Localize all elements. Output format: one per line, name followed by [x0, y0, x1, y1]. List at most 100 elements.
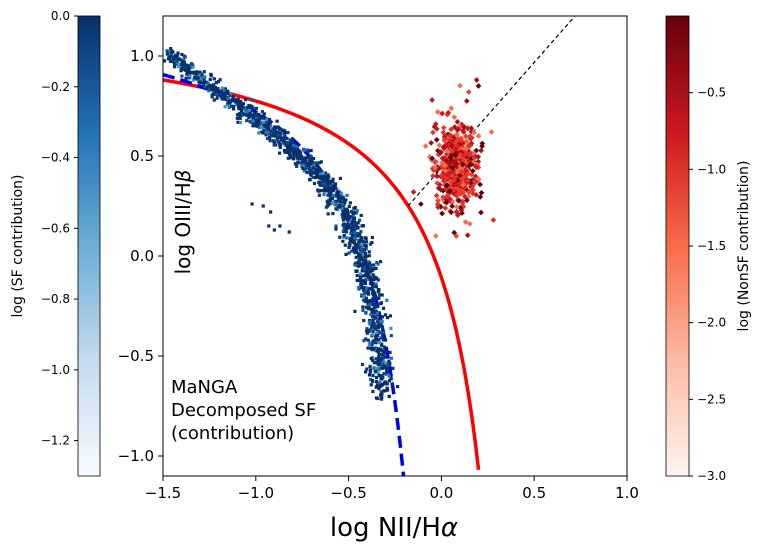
sf-point	[375, 260, 379, 265]
sf-point	[358, 253, 362, 257]
sf-point	[253, 122, 257, 127]
sf-point	[387, 394, 391, 399]
sf-point	[368, 277, 372, 281]
nonsf-point	[468, 161, 475, 168]
sf-point	[344, 252, 348, 256]
sf-point	[282, 140, 286, 144]
sf-point	[371, 358, 375, 363]
sf-point	[377, 362, 382, 366]
sf-point	[202, 75, 206, 79]
sf-point	[366, 338, 370, 342]
sf-point	[341, 218, 346, 222]
sf-point	[329, 184, 333, 188]
sf-point	[360, 243, 364, 247]
sf-point	[387, 374, 391, 378]
sf-point	[334, 182, 338, 186]
sf-point	[258, 121, 262, 125]
sf-point	[257, 119, 261, 123]
sf-point	[360, 248, 364, 253]
nonsf-point	[456, 190, 463, 197]
nonsf-point	[437, 149, 443, 156]
sf-point	[352, 236, 357, 240]
sf-point	[316, 165, 320, 169]
sf-point	[367, 286, 371, 291]
sf-point	[358, 218, 362, 222]
sf-point	[182, 62, 186, 66]
sf-point	[376, 325, 380, 329]
sf-point	[180, 66, 184, 70]
nonsf-point	[466, 220, 473, 227]
sf-point	[372, 263, 376, 267]
sf-point	[317, 175, 321, 179]
sf-point	[365, 367, 369, 371]
sf-point	[269, 210, 273, 214]
nonsf-point	[435, 197, 441, 204]
sf-point	[304, 159, 308, 163]
y-tick-label: 0.0	[130, 247, 154, 265]
sf-point	[212, 77, 216, 81]
sf-point	[373, 338, 377, 343]
sf-point	[370, 342, 374, 346]
y-axis-ticks: −1.0 −0.5 0.0 0.5 1.0	[118, 47, 163, 465]
sf-point	[350, 249, 354, 253]
sf-point	[348, 226, 352, 230]
nonsf-point	[460, 129, 467, 135]
sf-point	[287, 230, 291, 234]
nonsf-point	[449, 172, 456, 179]
sf-point	[296, 150, 300, 154]
sf-point	[380, 366, 384, 370]
sf-point	[328, 191, 332, 195]
nonsf-point	[458, 135, 464, 142]
sf-point	[361, 305, 365, 309]
sf-point	[165, 52, 169, 56]
sf-point	[360, 269, 364, 273]
sf-point	[385, 386, 389, 390]
sf-point	[337, 190, 341, 194]
sf-point	[360, 362, 365, 367]
sf-point	[368, 341, 372, 345]
sf-point	[219, 94, 223, 98]
sf-point	[359, 257, 363, 261]
sf-point	[226, 97, 230, 101]
sf-point	[377, 360, 381, 365]
sf-point	[265, 126, 270, 130]
sf-point	[166, 50, 170, 54]
sf-point	[265, 123, 269, 127]
sf-point	[374, 335, 378, 339]
nonsf-point	[473, 77, 480, 83]
sf-point	[300, 164, 304, 168]
sf-point	[341, 211, 345, 215]
nonsf-point	[453, 204, 460, 210]
cb-tick-label: −1.2	[41, 434, 70, 448]
nonsf-point	[437, 181, 443, 188]
sf-point	[254, 106, 258, 111]
nonsf-point	[447, 132, 453, 139]
sf-point	[188, 66, 192, 70]
sf-point	[377, 387, 381, 391]
nonsf-colorbar-gradient	[665, 15, 690, 477]
sf-point	[229, 104, 234, 108]
sf-point	[278, 151, 282, 155]
sf-point	[248, 111, 252, 115]
sf-point	[296, 154, 300, 158]
sf-point	[379, 302, 383, 306]
seyfert-liner-line	[407, 16, 576, 207]
sf-point	[354, 232, 358, 237]
sf-point	[350, 224, 355, 228]
sf-point	[232, 105, 236, 109]
sf-point	[371, 282, 375, 287]
sf-point	[380, 395, 384, 399]
sf-point	[367, 373, 372, 377]
nonsf-point	[454, 132, 460, 139]
sf-point	[212, 98, 216, 102]
sf-point	[338, 203, 342, 208]
sf-point	[348, 239, 353, 243]
sf-point	[346, 224, 350, 228]
sf-point	[348, 222, 352, 226]
plot-area: −1.5 −1.0 −0.5 0.0 0.5 1.0 −1.0−0.50.00.51.0 …	[118, 15, 639, 543]
sf-point	[168, 55, 172, 59]
sf-point	[248, 120, 252, 124]
sf-point	[389, 326, 393, 330]
nonsf-point	[418, 201, 424, 207]
sf-point	[385, 298, 389, 302]
